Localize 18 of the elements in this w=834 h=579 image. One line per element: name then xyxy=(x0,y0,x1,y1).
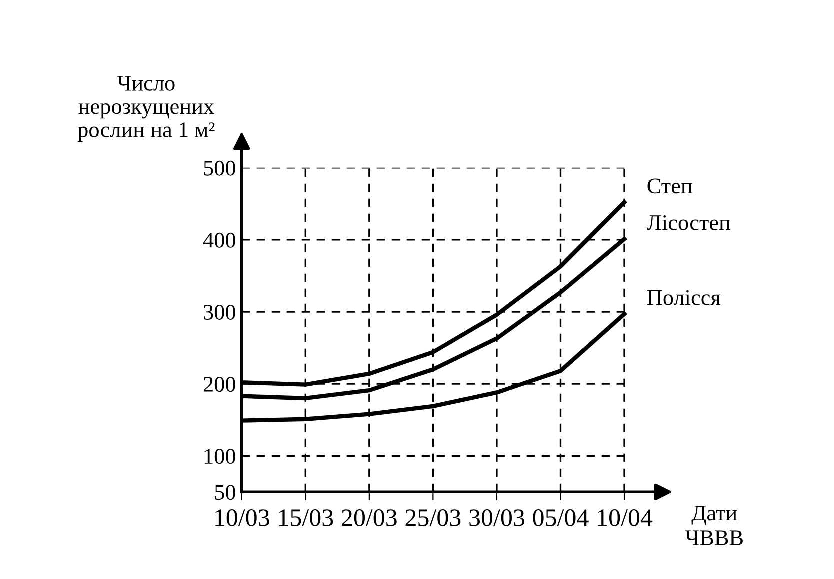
x-axis-title: Дати ЧВВВ xyxy=(685,506,743,546)
x-tick-label: 20/03 xyxy=(342,510,397,526)
x-tick-label: 25/03 xyxy=(406,510,461,526)
series-label: Полісся xyxy=(647,290,721,306)
x-tick-label: 10/03 xyxy=(216,510,270,526)
y-tick-label: 200 xyxy=(204,377,236,392)
x-tick-label: 15/03 xyxy=(279,510,334,526)
y-tick-label: 100 xyxy=(204,449,236,464)
series-label: Степ xyxy=(648,178,692,194)
y-tick-label: 500 xyxy=(204,160,236,176)
x-tick-label: 10/04 xyxy=(598,510,653,526)
x-tick-label: 05/04 xyxy=(533,510,589,526)
y-tick-label: 400 xyxy=(203,232,236,248)
x-tick-label: 30/03 xyxy=(470,510,524,526)
y-axis-title: Число нерозкущених рослин на 1 м² xyxy=(78,76,215,142)
y-tick-label: 50 xyxy=(215,485,236,500)
series-label: Лісостеп xyxy=(647,215,730,230)
y-tick-label: 300 xyxy=(204,304,236,320)
